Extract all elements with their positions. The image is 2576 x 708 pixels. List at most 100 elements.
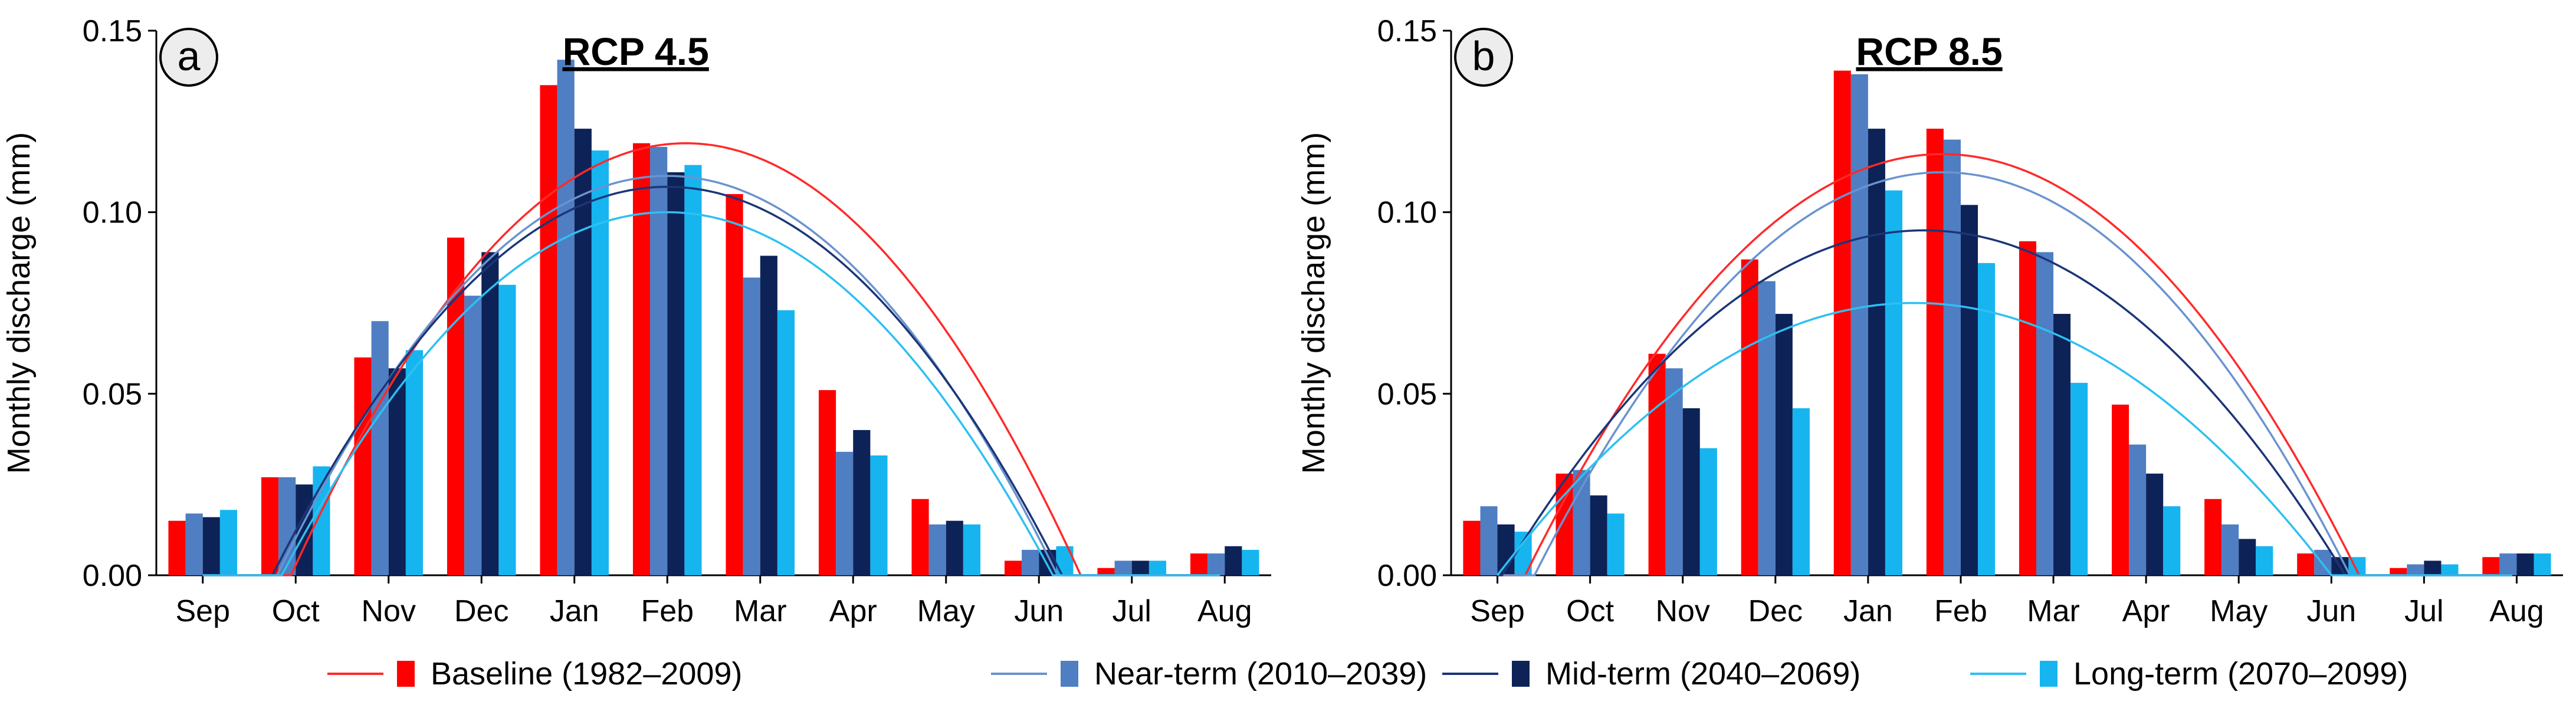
bar-near-mar	[2036, 252, 2054, 575]
bar-near-nov	[1665, 368, 1683, 575]
legend-label-near: Near-term (2010–2039)	[1094, 656, 1427, 691]
bar-baseline-may	[2204, 499, 2222, 575]
bar-near-feb	[1943, 139, 1961, 576]
x-tick-label: Feb	[641, 594, 694, 628]
fit-curve-mid	[202, 185, 1220, 576]
bar-baseline-apr	[818, 390, 836, 575]
y-tick-label: 0.00	[1377, 559, 1437, 593]
bar-long-oct	[313, 466, 330, 575]
bar-long-jun	[1056, 546, 1074, 575]
bar-mid-jan	[1868, 129, 1885, 575]
bar-near-mar	[743, 277, 760, 575]
bar-long-sep	[219, 510, 238, 575]
bar-baseline-jan	[1833, 70, 1851, 576]
bar-mid-aug	[1225, 546, 1242, 575]
bar-baseline-nov	[354, 357, 372, 575]
bar-mid-nov	[388, 368, 406, 575]
bar-baseline-aug	[2482, 557, 2500, 575]
fit-curve-mid	[1497, 229, 2512, 576]
legend-label-long: Long-term (2070–2099)	[2073, 656, 2408, 691]
bar-long-apr	[870, 455, 888, 575]
y-tick-label: 0.15	[1377, 14, 1437, 48]
bar-near-may	[2221, 524, 2239, 575]
x-tick-label: Jun	[2306, 594, 2356, 628]
y-axis-title: Monthly discharge (mm)	[1, 132, 37, 474]
bar-near-feb	[650, 146, 668, 575]
bar-near-jun	[1022, 549, 1039, 575]
legend-swatch-near	[1061, 661, 1078, 687]
bar-mid-feb	[667, 172, 685, 576]
bar-mid-jul	[2424, 560, 2442, 575]
legend-swatch-mid	[1512, 661, 1530, 687]
bar-baseline-sep	[168, 520, 186, 575]
bar-mid-sep	[1497, 524, 1515, 575]
bar-long-jul	[1148, 560, 1167, 575]
bar-near-aug	[1207, 553, 1225, 575]
legend: Baseline (1982–2009) Near-term (2010–2039…	[327, 656, 2408, 691]
bar-near-sep	[1480, 506, 1498, 575]
bar-mid-apr	[2146, 473, 2164, 575]
bar-baseline-sep	[1463, 520, 1481, 575]
x-tick-label: Jan	[550, 594, 599, 628]
panel-letter: b	[1472, 33, 1495, 79]
bar-long-jul	[2441, 564, 2459, 575]
bar-mid-aug	[2516, 553, 2534, 575]
bar-long-feb	[1978, 263, 1996, 575]
bar-near-dec	[1758, 281, 1776, 575]
panel-b-chart: 0.00 0.05 0.10 0.15 Sep Oct Nov Dec Jan Feb Mar Apr…	[1296, 14, 2563, 628]
bar-long-aug	[1242, 549, 1259, 575]
x-tick-label: Feb	[1934, 594, 1987, 628]
x-tick-label: Jul	[1113, 594, 1151, 628]
bar-near-apr	[836, 451, 854, 575]
panel-letter-badge	[1454, 28, 1513, 87]
bar-baseline-feb	[1926, 129, 1944, 575]
x-tick-label: Mar	[2027, 594, 2080, 628]
bar-long-apr	[2163, 506, 2181, 575]
bar-mid-mar	[2053, 313, 2071, 575]
x-tick-label: Oct	[1566, 594, 1614, 628]
fit-curve-baseline	[1497, 153, 2512, 576]
bar-baseline-mar	[726, 194, 743, 575]
panel-title: RCP 8.5	[1856, 30, 2002, 73]
bar-mid-oct	[1590, 495, 1607, 575]
panel-letter-badge	[159, 28, 218, 87]
fit-curve-long	[202, 211, 1220, 576]
bar-near-sep	[185, 513, 203, 575]
bar-baseline-jan	[540, 85, 557, 576]
x-tick-label: Jan	[1843, 594, 1893, 628]
x-tick-label: Jul	[2404, 594, 2443, 628]
x-tick-label: Aug	[2489, 594, 2544, 628]
bar-near-jul	[2407, 564, 2424, 575]
x-tick-label: Sep	[175, 594, 230, 628]
bar-near-apr	[2129, 444, 2147, 575]
bar-baseline-dec	[1741, 259, 1758, 575]
bar-baseline-oct	[261, 477, 279, 575]
x-tick-label: Dec	[1748, 594, 1803, 628]
bar-mid-feb	[1960, 205, 1978, 575]
bar-baseline-apr	[2112, 404, 2129, 575]
bar-long-may	[2256, 546, 2273, 575]
bar-mid-may	[2239, 539, 2256, 575]
bar-mid-may	[946, 520, 963, 575]
bar-long-mar	[777, 310, 795, 575]
x-tick-label: Apr	[2122, 594, 2170, 628]
bar-long-nov	[1699, 448, 1717, 575]
y-tick-label: 0.10	[1377, 196, 1437, 230]
bar-baseline-feb	[632, 143, 651, 576]
x-tick-label: Oct	[272, 594, 320, 628]
panel-a-chart: 0.00 0.05 0.10 0.15 Sep Oct Nov Dec Jan Feb Mar Apr…	[1, 14, 1271, 628]
fit-curve-baseline	[202, 142, 1220, 576]
bar-baseline-dec	[447, 237, 465, 575]
bar-near-may	[928, 524, 946, 575]
bar-long-mar	[2070, 382, 2088, 575]
y-tick-label: 0.05	[1377, 377, 1437, 411]
x-tick-label: Dec	[454, 594, 508, 628]
fit-curve-long	[1497, 301, 2512, 576]
bar-baseline-aug	[1190, 553, 1208, 575]
bar-long-jan	[1885, 190, 1902, 575]
x-tick-label: Sep	[1470, 594, 1525, 628]
fit-curve-near	[1497, 171, 2512, 576]
bar-baseline-may	[911, 499, 929, 575]
bar-baseline-jul	[1097, 568, 1115, 575]
